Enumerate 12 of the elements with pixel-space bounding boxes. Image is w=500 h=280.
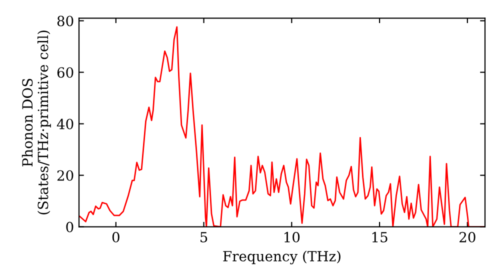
x-tick-label: 0 <box>112 232 120 242</box>
y-tick-label: 20 <box>57 170 74 181</box>
y-tick-label: 80 <box>57 16 74 26</box>
x-tick-label: 15 <box>372 232 388 242</box>
y-tick-label: 0 <box>66 222 74 232</box>
x-tick-label: 5 <box>200 232 208 242</box>
x-tick-label: 20 <box>460 232 476 242</box>
y-axis-title: Phonon DOS (States/THz·primitive cell) <box>22 30 51 214</box>
x-axis-title: Frequency (THz) <box>223 250 340 264</box>
x-tick-label: 10 <box>284 232 300 242</box>
y-tick-label: 60 <box>57 67 74 78</box>
y-tick-label: 40 <box>56 118 74 130</box>
